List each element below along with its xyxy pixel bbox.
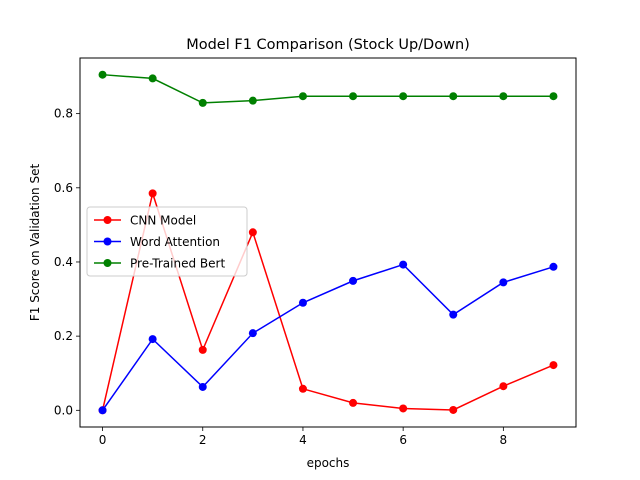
y-axis-ticks: 0.0 0.2 0.4 0.6 0.8	[54, 107, 80, 417]
data-point-word-attention	[349, 276, 358, 285]
legend-item: CNN Model	[94, 214, 196, 228]
legend-label: CNN Model	[130, 214, 196, 228]
data-point-pre-trained-bert	[98, 70, 107, 79]
y-tick-label: 0.4	[54, 255, 73, 269]
legend: CNN Model Word Attention Pre-Trained Bert	[86, 206, 248, 277]
series-line-word-attention	[101, 263, 554, 411]
data-point-word-attention	[399, 260, 408, 269]
data-point-word-attention	[98, 406, 107, 415]
data-point-word-attention	[449, 310, 458, 319]
data-point-cnn-model	[549, 361, 558, 370]
legend-item: Pre-Trained Bert	[94, 257, 225, 271]
data-point-pre-trained-bert	[248, 96, 257, 105]
chart-title: Model F1 Comparison (Stock Up/Down)	[186, 37, 470, 53]
data-point-pre-trained-bert	[298, 92, 307, 101]
y-axis-label: F1 Score on Validation Set	[28, 164, 42, 322]
x-tick-label: 0	[99, 433, 107, 447]
data-point-pre-trained-bert	[399, 92, 408, 101]
legend-marker	[103, 259, 112, 267]
data-point-cnn-model	[499, 382, 508, 391]
legend-marker	[103, 216, 112, 224]
x-tick-label: 8	[500, 433, 508, 447]
x-axis-label: epochs	[307, 456, 350, 470]
y-tick-label: 0.0	[54, 403, 73, 417]
x-tick-label: 2	[199, 433, 207, 447]
data-point-pre-trained-bert	[198, 98, 207, 107]
data-point-cnn-model	[148, 189, 157, 198]
data-point-word-attention	[549, 262, 558, 271]
x-axis-ticks: 0 2 4 6 8	[99, 427, 507, 447]
data-point-cnn-model	[198, 345, 207, 354]
legend-label: Word Attention	[130, 235, 220, 249]
legend-box	[86, 206, 248, 277]
y-tick-label: 0.2	[54, 329, 73, 343]
data-point-pre-trained-bert	[349, 92, 358, 101]
y-tick-label: 0.6	[54, 181, 73, 195]
data-point-cnn-model	[449, 405, 458, 414]
y-tick-label: 0.8	[54, 107, 73, 121]
legend-label: Pre-Trained Bert	[130, 257, 225, 271]
legend-marker	[103, 237, 112, 246]
plot-frame	[79, 57, 577, 428]
data-point-pre-trained-bert	[148, 74, 157, 83]
data-point-word-attention	[499, 278, 508, 287]
legend-item: Word Attention	[94, 235, 220, 249]
data-point-word-attention	[198, 382, 207, 391]
data-point-word-attention	[248, 329, 257, 338]
data-point-word-attention	[148, 335, 157, 344]
series-line-pre-trained-bert	[102, 73, 554, 104]
data-point-pre-trained-bert	[449, 92, 458, 101]
x-tick-label: 6	[399, 433, 407, 447]
data-point-cnn-model	[248, 228, 257, 237]
x-tick-label: 4	[299, 433, 307, 447]
data-point-cnn-model	[298, 384, 307, 393]
series-word-attention	[98, 260, 558, 415]
data-point-pre-trained-bert	[499, 92, 508, 101]
data-point-pre-trained-bert	[549, 92, 558, 101]
data-point-cnn-model	[349, 398, 358, 407]
data-point-cnn-model	[399, 404, 408, 413]
series-pre-trained-bert	[98, 70, 558, 107]
data-point-word-attention	[298, 298, 307, 307]
